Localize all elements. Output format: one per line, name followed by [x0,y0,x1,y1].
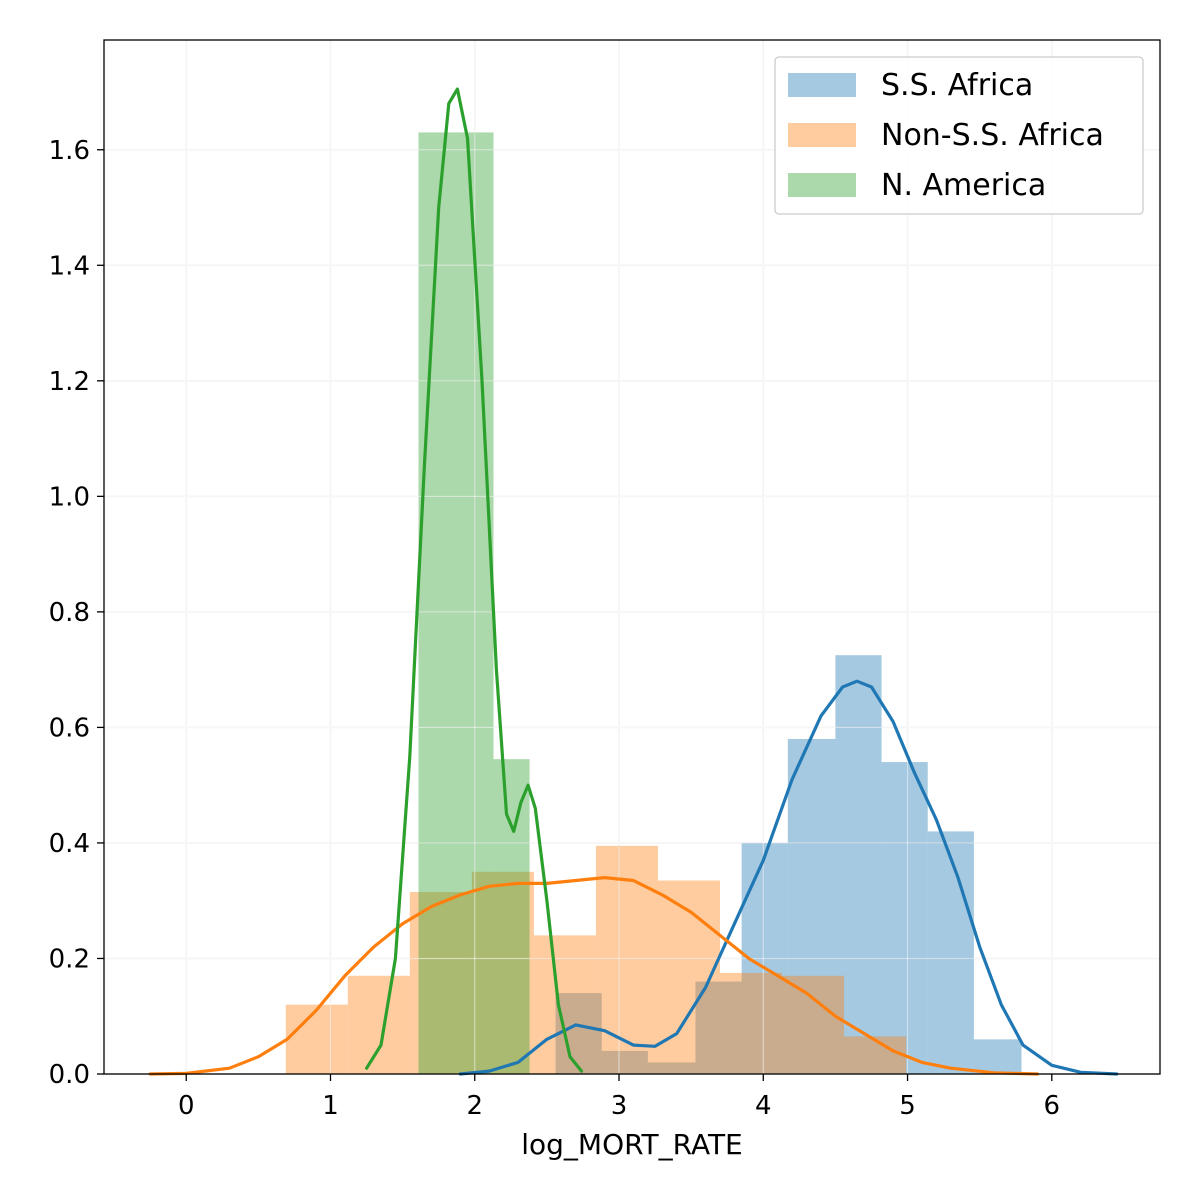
legend-swatch [788,173,856,197]
y-tick-label: 0.2 [49,944,90,974]
y-tick-label: 0.6 [49,713,90,743]
hist-bar-series-0-bin-6 [835,655,882,1074]
legend-swatch [788,73,856,97]
hist-bar-series-0-bin-8 [927,831,974,1074]
histogram-bars [285,132,1022,1075]
y-tick-label: 0.4 [49,829,90,859]
y-tick-label: 1.0 [49,482,90,512]
x-tick-label: 2 [466,1091,483,1121]
kde-line-series-1 [148,876,1039,1076]
legend-label: S.S. Africa [881,68,1033,103]
legend: S.S. Africa Non-S.S. Africa N. America [774,56,1144,215]
hist-bar-series-0-bin-5 [787,738,836,1074]
plot-frame [103,39,1161,1075]
hist-bar-series-2-bin-1 [493,759,530,1074]
hist-bar-series-1-bin-5 [595,845,658,1074]
y-tick-label: 1.2 [49,367,90,397]
y-tick-label: 0.8 [49,598,90,628]
hist-bar-series-1-bin-2 [409,892,472,1074]
x-tick-label: 0 [178,1091,195,1121]
legend-swatch [788,123,856,147]
kde-line-series-0 [458,679,1119,1076]
y-axis-ticks: 0.0 0.2 0.4 0.6 0.8 1.0 1.2 1.4 1.6 [49,136,104,1090]
hist-bar-series-2-bin-0 [418,132,494,1075]
hist-bar-series-1-bin-8 [782,975,845,1074]
kde-line-series-2 [365,87,584,1073]
x-tick-label: 3 [611,1091,628,1121]
legend-box [774,56,1144,215]
legend-label: N. America [881,168,1046,203]
x-axis-ticks: 0 1 2 3 4 5 6 [178,1074,1060,1121]
hist-bar-series-1-bin-3 [471,871,534,1074]
x-tick-label: 5 [899,1091,916,1121]
x-tick-label: 6 [1044,1091,1061,1121]
hist-bar-series-1-bin-4 [533,935,596,1074]
hist-bar-series-0-bin-7 [881,762,928,1074]
hist-bar-series-0-bin-2 [647,1062,696,1074]
x-tick-label: 1 [322,1091,339,1121]
hist-bar-series-1-bin-1 [347,975,410,1074]
x-axis-title: log_MORT_RATE [521,1128,743,1161]
x-tick-label: 4 [755,1091,772,1121]
hist-bar-series-0-bin-1 [601,1050,648,1074]
legend-label: Non-S.S. Africa [881,118,1104,153]
hist-bar-series-1-bin-0 [285,1004,348,1074]
kde-lines [148,87,1119,1076]
hist-bar-series-0-bin-3 [695,981,742,1074]
hist-bar-series-1-bin-9 [844,1036,907,1074]
hist-bar-series-0-bin-9 [973,1039,1022,1074]
hist-bar-series-1-bin-7 [720,972,783,1074]
y-tick-label: 0.0 [49,1060,90,1090]
y-tick-label: 1.4 [49,251,90,281]
y-tick-label: 1.6 [49,136,90,166]
